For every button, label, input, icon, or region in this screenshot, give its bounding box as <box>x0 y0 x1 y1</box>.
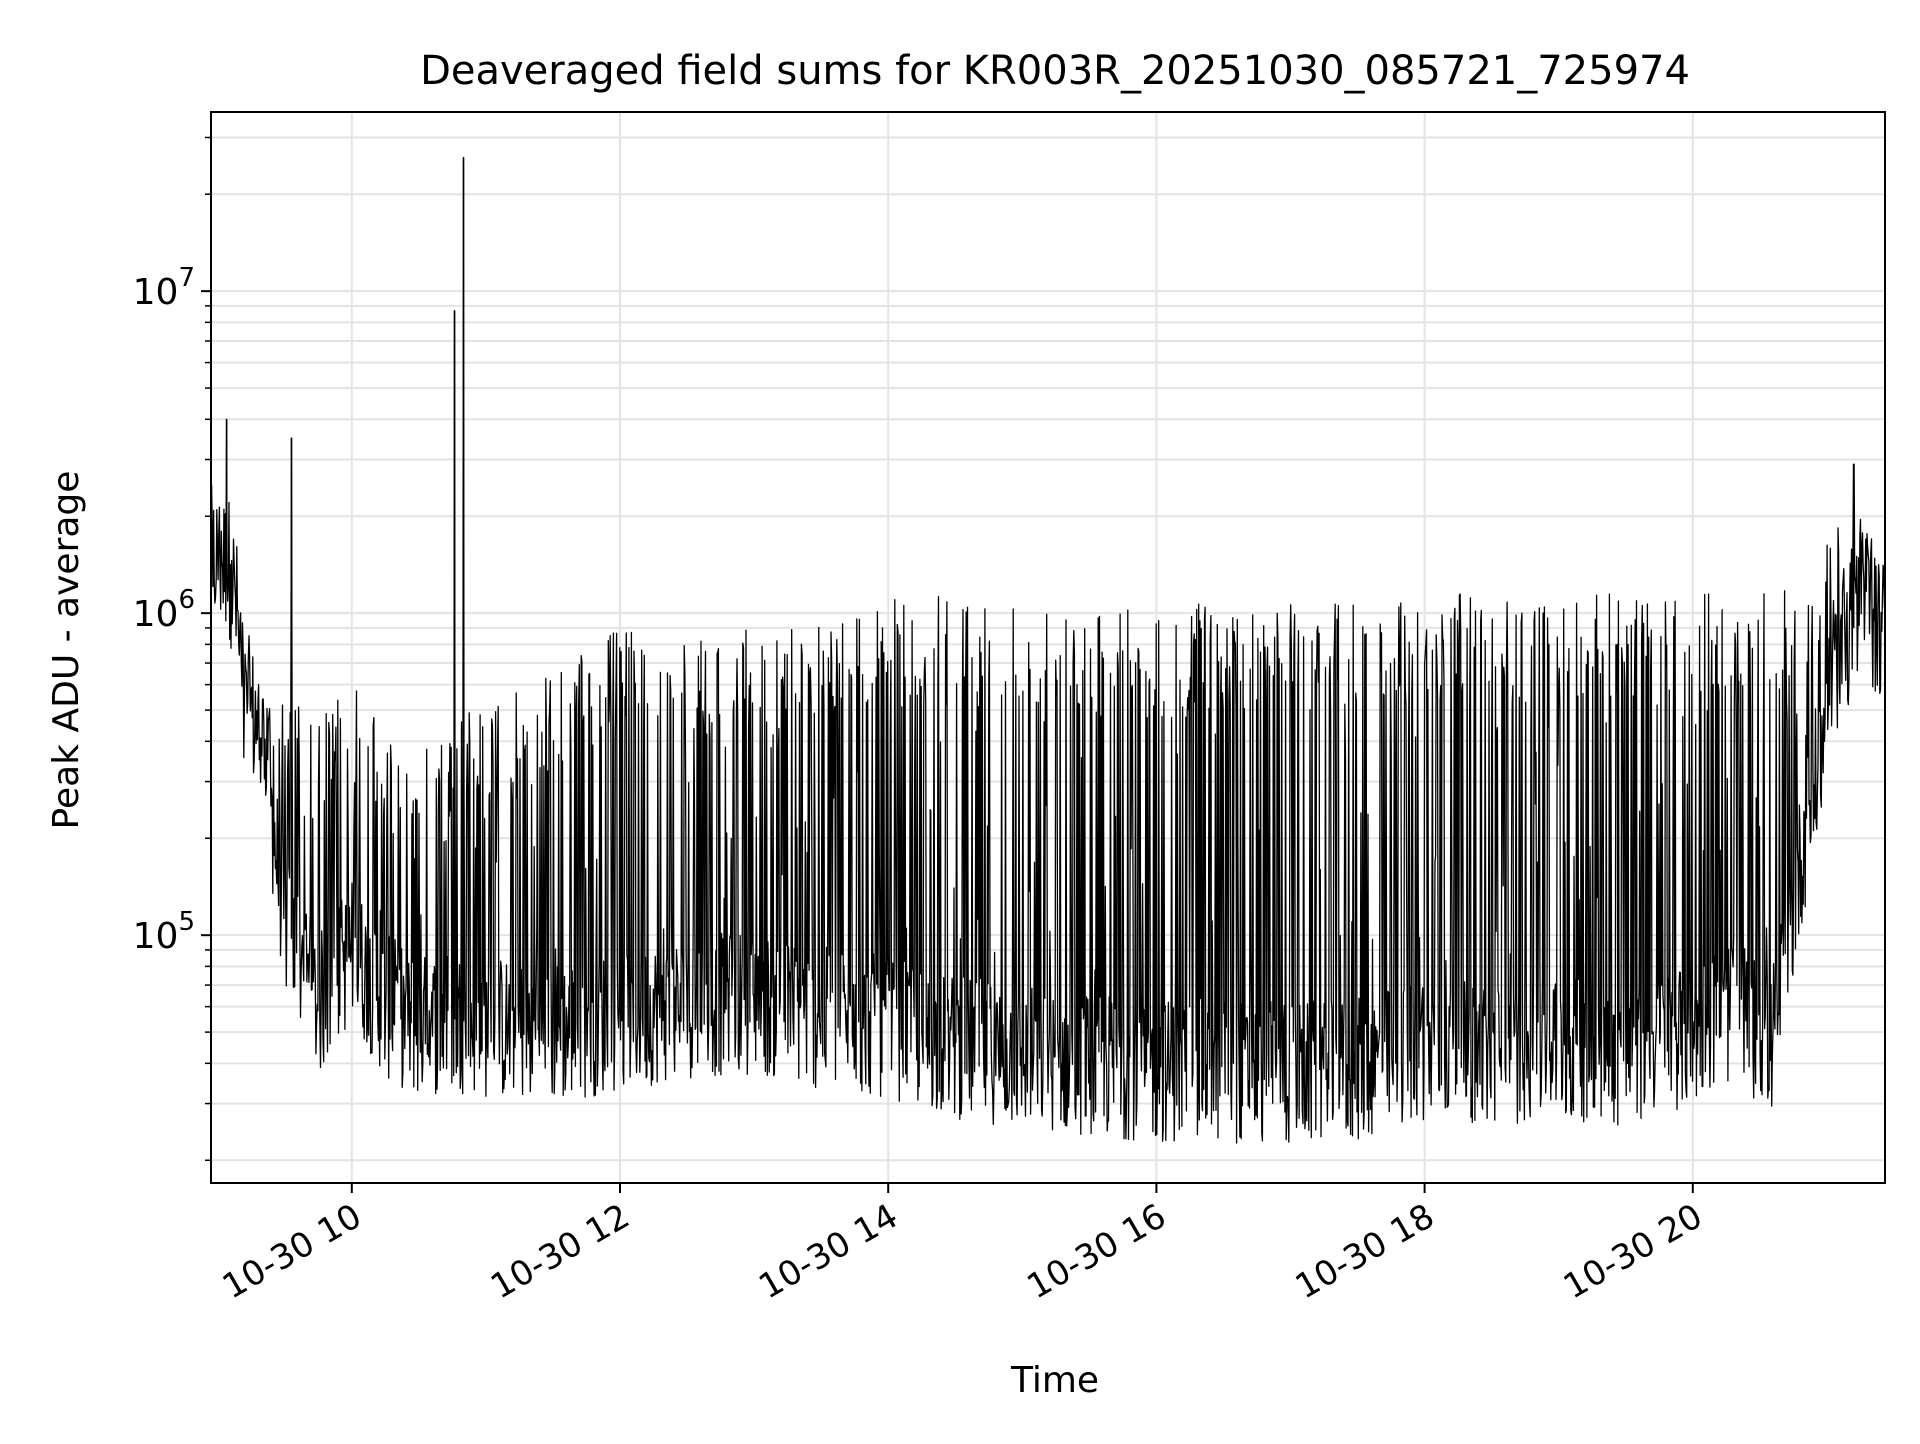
plot-frame <box>210 111 1886 1184</box>
series-line <box>210 156 1886 1144</box>
y-axis-label: Peak ADU - average <box>46 471 87 830</box>
y-tick-label: 105 <box>133 907 195 957</box>
y-tick-label: 107 <box>133 263 195 313</box>
x-axis-label: Time <box>1010 1360 1099 1401</box>
series-layer <box>210 156 1886 1144</box>
chart-title: Deaveraged field sums for KR003R_2025103… <box>420 48 1690 94</box>
y-tick-label: 106 <box>133 585 195 635</box>
